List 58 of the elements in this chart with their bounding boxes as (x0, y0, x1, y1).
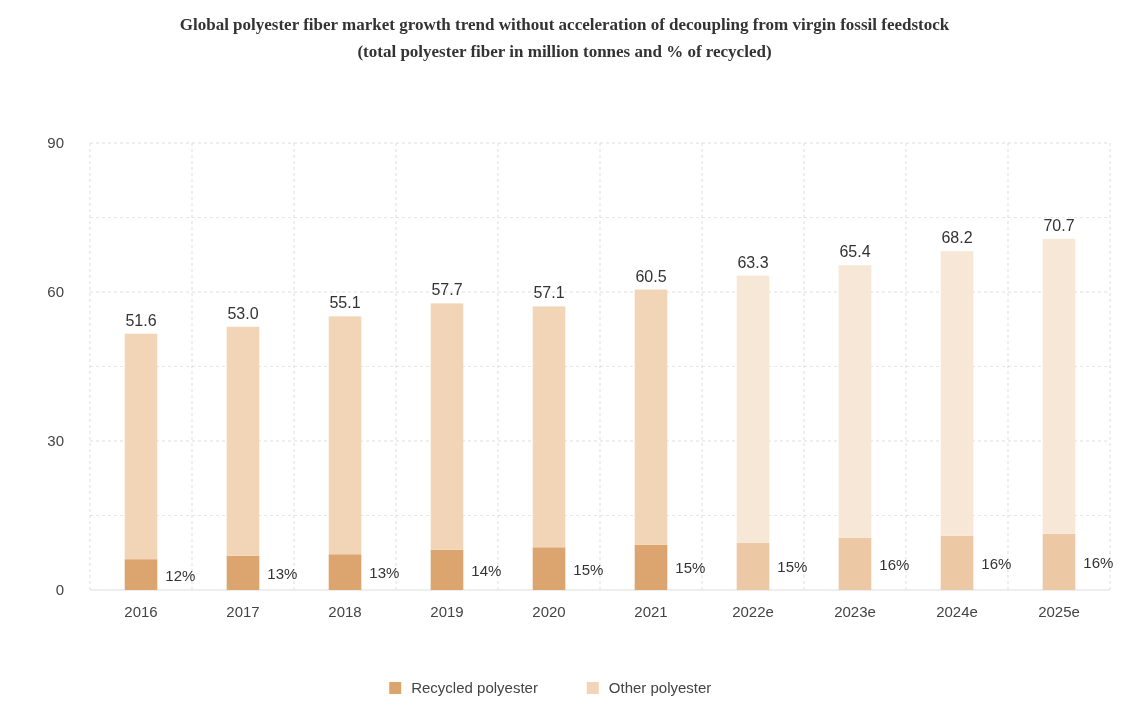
annotation: 15% (777, 558, 808, 576)
legend-label: Recycled polyester (411, 679, 538, 696)
annotation: 15% (573, 560, 604, 578)
annotation: 16% (1083, 553, 1114, 571)
y-tick-label: 90 (47, 134, 64, 151)
total-label: 55.1 (329, 294, 361, 312)
bar (328, 554, 362, 590)
annotation: 16% (879, 555, 910, 573)
bar (532, 547, 566, 590)
bar (328, 316, 362, 555)
bar (430, 549, 464, 590)
x-tick-label: 2018 (328, 603, 362, 620)
bar (532, 306, 566, 548)
legend-label: Other polyester (608, 679, 712, 696)
x-tick-label: 2017 (226, 603, 260, 620)
total-label: 60.5 (635, 267, 667, 285)
bar (736, 542, 770, 590)
x-tick-label: 2023e (834, 603, 876, 620)
bar (838, 537, 872, 590)
total-label: 51.6 (125, 311, 157, 329)
y-tick-label: 60 (47, 283, 64, 300)
annotation: 13% (369, 564, 400, 582)
bar (940, 535, 974, 590)
annotation: 15% (675, 559, 706, 577)
bar (634, 289, 668, 545)
bar (1042, 238, 1076, 534)
y-tick-label: 0 (55, 581, 64, 598)
total-label: 65.4 (839, 243, 871, 261)
x-tick-label: 2025e (1038, 603, 1080, 620)
chart-title: Global polyester fiber market growth trend without acceleration of decoupling from virgin fossil feedstock (179, 15, 950, 34)
bar (940, 251, 974, 536)
x-tick-label: 2019 (430, 603, 464, 620)
total-label: 53.0 (227, 304, 259, 322)
bar (124, 333, 158, 560)
x-tick-label: 2016 (124, 603, 158, 620)
bar (430, 303, 464, 550)
x-tick-label: 2022e (732, 603, 774, 620)
total-label: 70.7 (1043, 216, 1075, 234)
annotation: 13% (267, 564, 298, 582)
total-label: 63.3 (737, 253, 769, 271)
total-label: 68.2 (941, 229, 973, 247)
bar (838, 265, 872, 538)
bar (1042, 533, 1076, 590)
annotation: 16% (981, 554, 1012, 572)
bar (736, 275, 770, 543)
bar (634, 544, 668, 590)
annotation: 14% (471, 561, 502, 579)
y-tick-label: 30 (47, 432, 64, 449)
x-tick-label: 2020 (532, 603, 566, 620)
annotation: 12% (165, 566, 196, 584)
total-label: 57.1 (533, 284, 565, 302)
total-label: 57.7 (431, 281, 463, 299)
x-tick-label: 2021 (634, 603, 668, 620)
bar (226, 555, 260, 590)
bar (226, 326, 260, 556)
bar (124, 559, 158, 590)
x-tick-label: 2024e (936, 603, 978, 620)
chart-subtitle: (total polyester fiber in million tonnes and % of recycled) (357, 42, 772, 61)
